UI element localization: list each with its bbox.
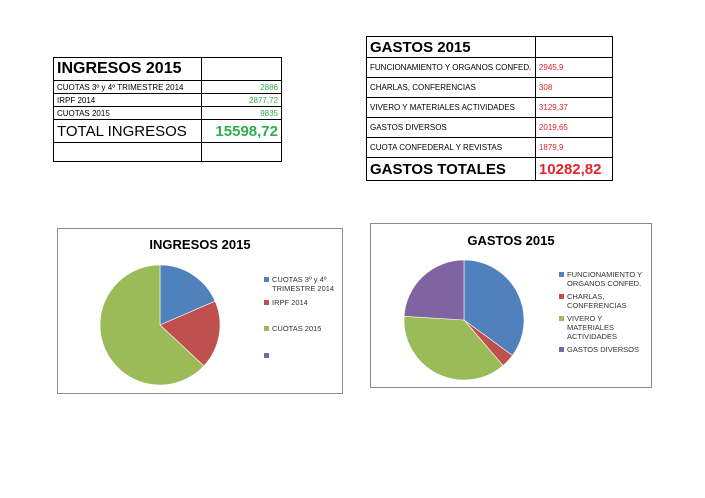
row-value: 308: [534, 77, 614, 98]
row-label: CUOTA CONFEDERAL Y REVISTAS: [366, 137, 536, 158]
gastos-legend: FUNCIONAMIENTO Y ORGANOS CONFED. CHARLAS…: [559, 270, 649, 354]
total-value: 10282,82: [534, 157, 614, 181]
row-label: CHARLAS, CONFERENCIAS: [366, 77, 536, 98]
chart-title: GASTOS 2015: [467, 233, 555, 248]
total-label: TOTAL INGRESOS: [52, 119, 203, 143]
total-row: GASTOS TOTALES 10282,82: [366, 157, 614, 181]
ingresos-pie-chart: INGRESOS 2015 CUOTAS 3º y 4º TRIMESTRE 2…: [57, 228, 343, 394]
legend-label: IRPF 2014: [272, 298, 308, 307]
legend-item: CHARLAS, CONFERENCIAS: [559, 292, 649, 310]
row-label: CUOTAS 2015: [52, 106, 203, 120]
row-label: CUOTAS 3º y 4º TRIMESTRE 2014: [52, 80, 203, 94]
legend-label: CUOTAS 2015: [272, 324, 322, 333]
table-row: CHARLAS, CONFERENCIAS 308: [366, 77, 614, 98]
gastos-table: GASTOS 2015 FUNCIONAMIENTO Y ORGANOS CON…: [366, 36, 614, 181]
empty-cell: [201, 57, 282, 81]
row-value: 2886: [201, 80, 282, 94]
pie-slice: [403, 259, 465, 321]
table-row: FUNCIONAMIENTO Y ORGANOS CONFED. 2945,9: [366, 57, 614, 78]
legend-swatch: [264, 353, 269, 358]
legend-item: VIVERO Y MATERIALES ACTIVIDADES: [559, 314, 649, 341]
row-label: FUNCIONAMIENTO Y ORGANOS CONFED.: [366, 57, 536, 78]
table-row: IRPF 2014 2877,72: [52, 93, 282, 107]
row-value: 2877,72: [201, 93, 282, 107]
empty-cell: [534, 36, 614, 58]
ingresos-title: INGRESOS 2015: [52, 57, 203, 81]
legend-swatch: [559, 294, 564, 299]
legend-item: CUOTAS 2015: [264, 324, 340, 333]
pie-slice: [99, 264, 205, 386]
total-label: GASTOS TOTALES: [366, 157, 536, 181]
row-value: 2945,9: [534, 57, 614, 78]
table-row: CUOTAS 3º y 4º TRIMESTRE 2014 2886: [52, 80, 282, 94]
empty-cell: [52, 142, 203, 162]
legend-item: GASTOS DIVERSOS: [559, 345, 649, 354]
legend-item: FUNCIONAMIENTO Y ORGANOS CONFED.: [559, 270, 649, 288]
pie-slice: [159, 264, 216, 326]
legend-swatch: [559, 272, 564, 277]
legend-label: CUOTAS 3º y 4º TRIMESTRE 2014: [272, 275, 335, 293]
legend-swatch: [559, 316, 564, 321]
legend-label: FUNCIONAMIENTO Y ORGANOS CONFED.: [567, 270, 643, 288]
legend-swatch: [264, 300, 269, 305]
table-row: CUOTAS 2015 9835: [52, 106, 282, 120]
row-label: GASTOS DIVERSOS: [366, 117, 536, 138]
empty-cell: [201, 142, 282, 162]
ingresos-pie-svg: [99, 264, 221, 386]
row-value: 2019,65: [534, 117, 614, 138]
legend-label: CHARLAS, CONFERENCIAS: [567, 292, 627, 310]
pie-slice: [463, 259, 525, 356]
table-row: CUOTA CONFEDERAL Y REVISTAS 1879,9: [366, 137, 614, 158]
empty-row: [52, 142, 282, 162]
row-value: 9835: [201, 106, 282, 120]
ingresos-table: INGRESOS 2015 CUOTAS 3º y 4º TRIMESTRE 2…: [52, 57, 282, 162]
row-value: 1879,9: [534, 137, 614, 158]
pie-slice: [159, 300, 221, 367]
gastos-title: GASTOS 2015: [366, 36, 536, 58]
legend-swatch: [264, 277, 269, 282]
row-label: VIVERO Y MATERIALES ACTIVIDADES: [366, 97, 536, 118]
total-value: 15598,72: [201, 119, 282, 143]
legend-label: GASTOS DIVERSOS: [567, 345, 639, 354]
pie-slice: [403, 316, 504, 381]
total-row: TOTAL INGRESOS 15598,72: [52, 119, 282, 143]
gastos-pie-chart: GASTOS 2015 FUNCIONAMIENTO Y ORGANOS CON…: [370, 223, 652, 388]
legend-label: VIVERO Y MATERIALES ACTIVIDADES: [567, 314, 618, 341]
ingresos-legend: CUOTAS 3º y 4º TRIMESTRE 2014 IRPF 2014 …: [264, 275, 340, 358]
legend-swatch: [559, 347, 564, 352]
legend-item: CUOTAS 3º y 4º TRIMESTRE 2014: [264, 275, 340, 293]
gastos-pie-svg: [403, 259, 525, 381]
table-row: VIVERO Y MATERIALES ACTIVIDADES 3129,37: [366, 97, 614, 118]
table-row: GASTOS DIVERSOS 2019,65: [366, 117, 614, 138]
row-value: 3129,37: [534, 97, 614, 118]
legend-swatch: [264, 326, 269, 331]
legend-item: IRPF 2014: [264, 298, 340, 307]
row-label: IRPF 2014: [52, 93, 203, 107]
chart-title: INGRESOS 2015: [149, 237, 251, 252]
